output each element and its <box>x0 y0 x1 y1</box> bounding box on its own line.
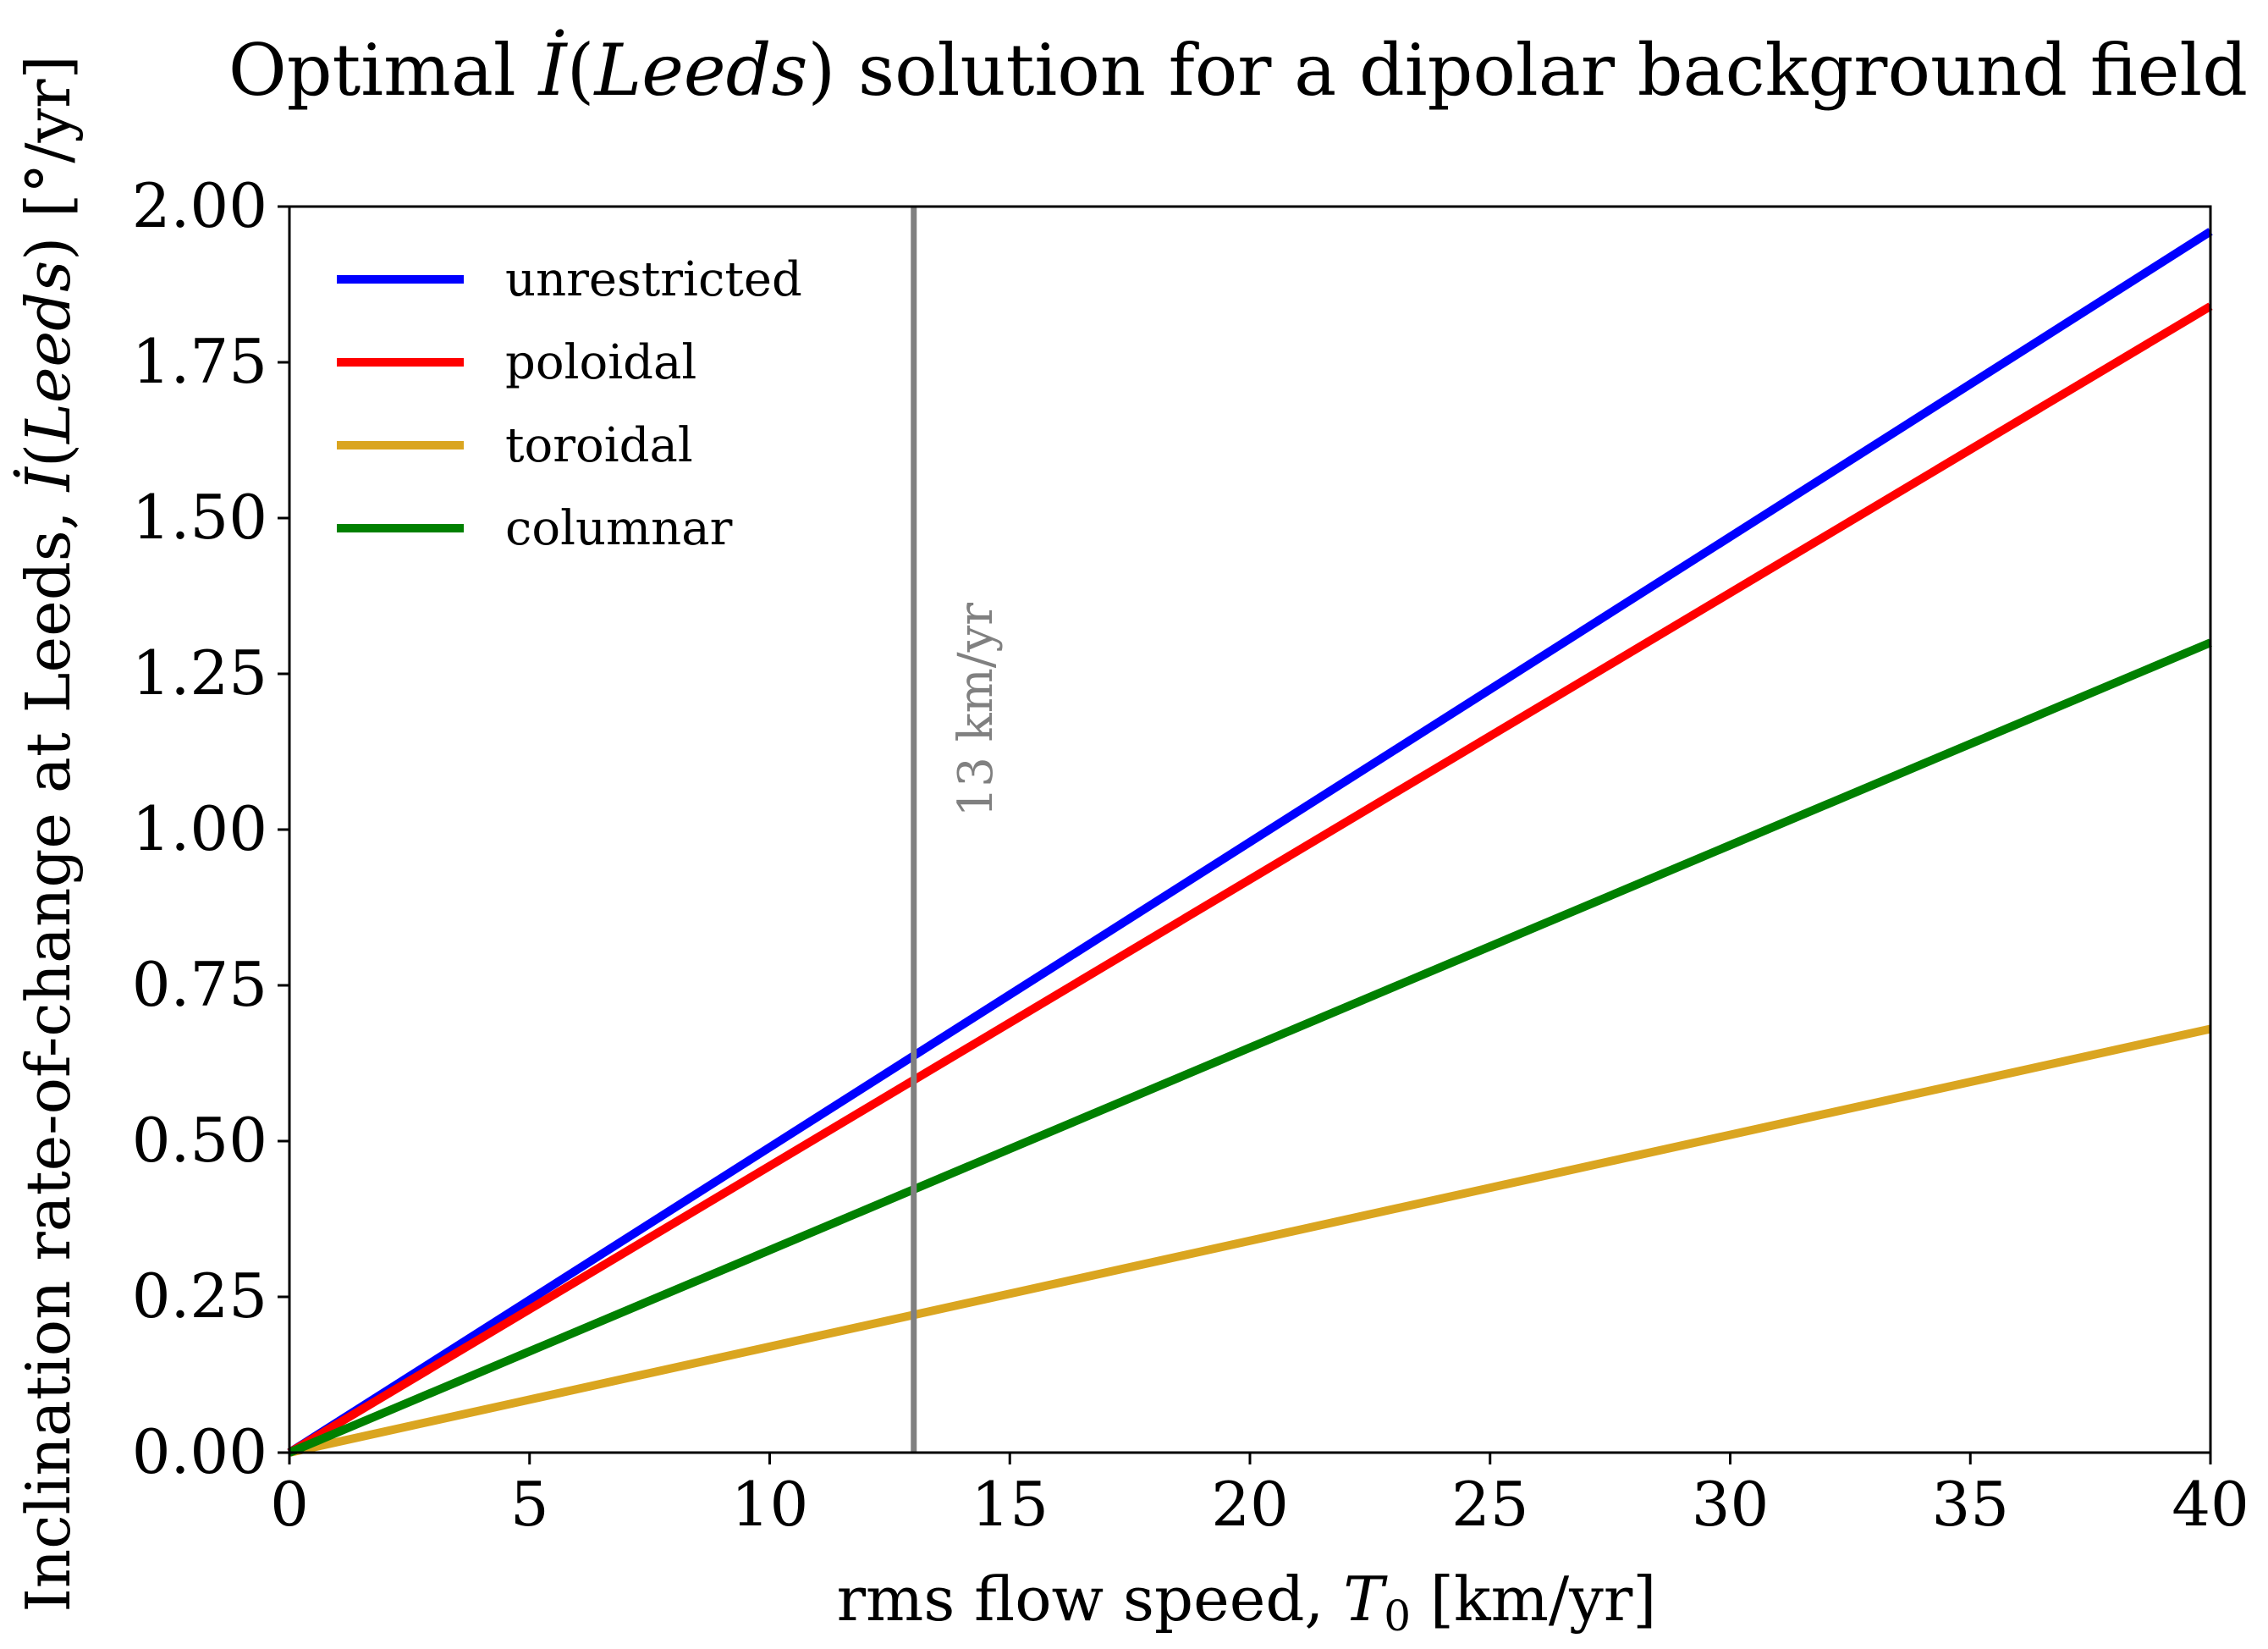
y-tick-label: 0.25 <box>132 1260 267 1332</box>
x-tick-label: 5 <box>510 1469 549 1540</box>
series-line-toroidal <box>288 1024 2212 1457</box>
y-label-site: Leeds <box>13 261 84 445</box>
x-tick-label: 15 <box>971 1469 1049 1540</box>
x-tick-label: 0 <box>270 1469 309 1540</box>
y-tick-label: 1.25 <box>132 637 267 709</box>
x-axis-label: rms flow speed, T0 [km/yr] <box>837 1564 1657 1641</box>
x-tick-label: 35 <box>1931 1469 2009 1540</box>
y-tick-label: 1.00 <box>132 793 267 864</box>
x-tick-label: 20 <box>1211 1469 1289 1540</box>
reference-line-layer: 13 km/yr <box>911 207 1004 1453</box>
ticks-layer: 0 5 10 15 20 25 30 35 40 0.00 0.25 0.50 0.75 1.00 1.25… <box>132 170 2249 1540</box>
y-label-paren: ( <box>13 444 84 467</box>
x-tick-label: 40 <box>2172 1469 2249 1540</box>
title-prefix: Optimal <box>228 29 539 112</box>
y-tick-label: 1.50 <box>132 482 267 553</box>
legend-label-unrestricted: unrestricted <box>505 252 802 307</box>
x-tick-label: 25 <box>1451 1469 1529 1540</box>
x-label-suffix: [km/yr] <box>1411 1564 1656 1635</box>
series-line-unrestricted <box>287 228 2213 1457</box>
y-axis-label: Inclination rate-of-change at Leeds, İ(L… <box>12 55 84 1612</box>
x-label-symbol: T <box>1343 1564 1388 1635</box>
y-tick-label: 2.00 <box>132 170 267 241</box>
legend-label-poloidal: poloidal <box>505 335 696 390</box>
y-label-symbol: İ <box>12 466 84 493</box>
reference-line-label: 13 km/yr <box>949 603 1004 818</box>
plot-frame <box>288 205 2212 1454</box>
x-label-prefix: rms flow speed, <box>837 1564 1344 1635</box>
title-suffix: ) solution for a dipolar background fiel… <box>808 29 2249 112</box>
series-line-columnar <box>288 638 2212 1457</box>
legend: unrestricted poloidal toroidal columnar <box>337 252 802 556</box>
series-line-poloidal <box>287 302 2213 1457</box>
legend-label-toroidal: toroidal <box>505 418 693 473</box>
title-site: Leeds <box>592 29 807 112</box>
legend-label-columnar: columnar <box>505 501 733 556</box>
x-tick-label: 30 <box>1692 1469 1770 1540</box>
x-tick-label: 10 <box>731 1469 809 1540</box>
y-tick-label: 0.50 <box>132 1105 267 1176</box>
title-paren: ( <box>567 29 595 112</box>
y-label-suffix: ) [°/yr] <box>13 55 84 261</box>
y-label-prefix: Inclination rate-of-change at Leeds, <box>13 491 84 1612</box>
x-label-subscript: 0 <box>1384 1591 1411 1641</box>
y-tick-label: 0.75 <box>132 949 267 1020</box>
y-tick-label: 1.75 <box>132 326 267 397</box>
y-tick-label: 0.00 <box>132 1416 267 1487</box>
chart-title: Optimal İ(Leeds) solution for a dipolar … <box>228 29 2248 112</box>
series-layer <box>287 228 2213 1457</box>
title-symbol: İ <box>537 29 568 112</box>
